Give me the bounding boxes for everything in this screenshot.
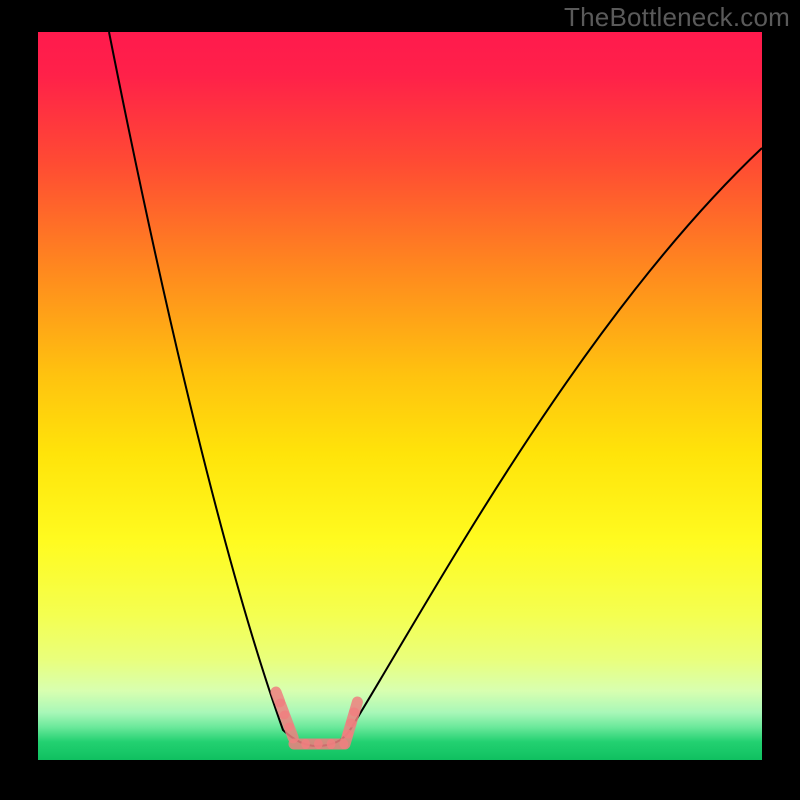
plot-area <box>38 32 762 760</box>
chart-container: TheBottleneck.com <box>0 0 800 800</box>
watermark-text: TheBottleneck.com <box>564 2 790 33</box>
apex-highlight-segment <box>290 728 294 738</box>
bottleneck-chart <box>0 0 800 800</box>
apex-highlight-segment <box>355 702 358 711</box>
